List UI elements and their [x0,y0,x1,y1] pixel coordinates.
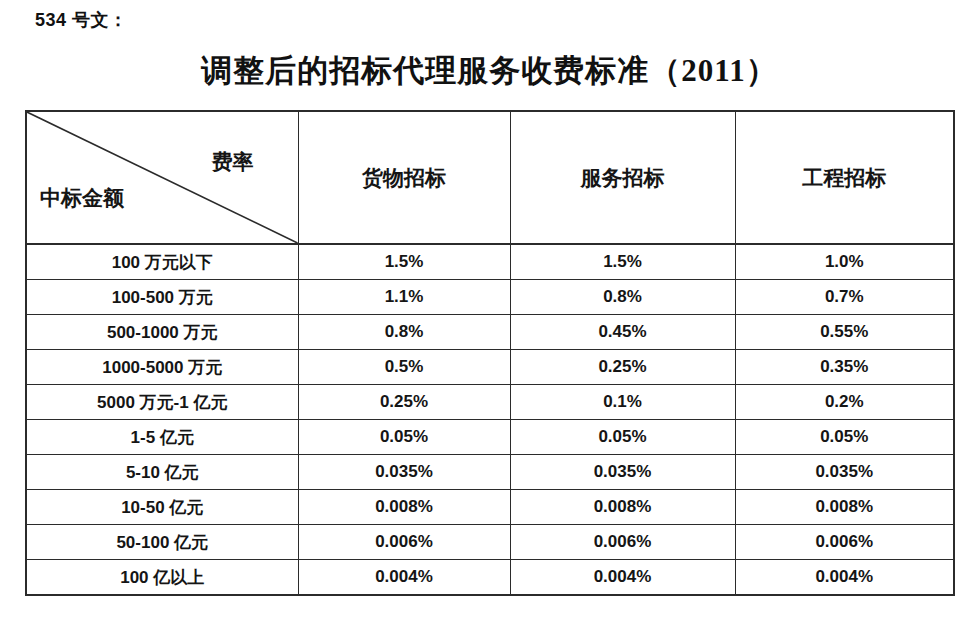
page-title: 调整后的招标代理服务收费标准（2011） [0,50,979,92]
cell-service-rate: 0.8% [510,280,735,315]
row-label-amount-range: 10-50 亿元 [26,490,298,525]
cell-service-rate: 0.004% [510,560,735,596]
cell-service-rate: 0.1% [510,385,735,420]
table-row: 500-1000 万元 0.8% 0.45% 0.55% [26,315,954,350]
cell-goods-rate: 0.006% [298,525,510,560]
cell-service-rate: 0.035% [510,455,735,490]
table-row: 1-5 亿元 0.05% 0.05% 0.05% [26,420,954,455]
table-row: 10-50 亿元 0.008% 0.008% 0.008% [26,490,954,525]
table-row: 50-100 亿元 0.006% 0.006% 0.006% [26,525,954,560]
cell-service-rate: 0.05% [510,420,735,455]
cell-engineering-rate: 1.0% [735,244,954,280]
cell-engineering-rate: 0.05% [735,420,954,455]
row-label-amount-range: 100 万元以下 [26,244,298,280]
row-label-amount-range: 50-100 亿元 [26,525,298,560]
cell-engineering-rate: 0.004% [735,560,954,596]
column-header-goods-bidding: 货物招标 [298,111,510,244]
table-row: 100-500 万元 1.1% 0.8% 0.7% [26,280,954,315]
cell-engineering-rate: 0.008% [735,490,954,525]
cell-goods-rate: 0.05% [298,420,510,455]
cell-engineering-rate: 0.035% [735,455,954,490]
row-label-amount-range: 100 亿以上 [26,560,298,596]
cell-goods-rate: 0.004% [298,560,510,596]
cell-engineering-rate: 0.7% [735,280,954,315]
cell-goods-rate: 0.25% [298,385,510,420]
table-row: 100 亿以上 0.004% 0.004% 0.004% [26,560,954,596]
fee-rate-table-grid: 费率 中标金额 货物招标 服务招标 工程招标 100 万元以下 1.5% 1.5… [25,110,955,596]
diagonal-divider-line [27,112,298,243]
table-header-row: 费率 中标金额 货物招标 服务招标 工程招标 [26,111,954,244]
cell-engineering-rate: 0.2% [735,385,954,420]
row-label-amount-range: 1-5 亿元 [26,420,298,455]
row-label-amount-range: 5000 万元-1 亿元 [26,385,298,420]
cell-goods-rate: 0.035% [298,455,510,490]
cell-engineering-rate: 0.006% [735,525,954,560]
column-header-engineering-bidding: 工程招标 [735,111,954,244]
cell-goods-rate: 1.1% [298,280,510,315]
cell-engineering-rate: 0.55% [735,315,954,350]
cell-service-rate: 0.006% [510,525,735,560]
corner-label-fee-rate: 费率 [212,148,254,176]
cell-service-rate: 0.008% [510,490,735,525]
cell-goods-rate: 0.5% [298,350,510,385]
row-label-amount-range: 500-1000 万元 [26,315,298,350]
table-row: 5000 万元-1 亿元 0.25% 0.1% 0.2% [26,385,954,420]
table-row: 1000-5000 万元 0.5% 0.25% 0.35% [26,350,954,385]
cell-service-rate: 0.45% [510,315,735,350]
document-number-label: 534 号文： [35,8,128,32]
cell-goods-rate: 0.8% [298,315,510,350]
table-row: 5-10 亿元 0.035% 0.035% 0.035% [26,455,954,490]
row-label-amount-range: 5-10 亿元 [26,455,298,490]
cell-goods-rate: 1.5% [298,244,510,280]
fee-rate-table: 费率 中标金额 货物招标 服务招标 工程招标 100 万元以下 1.5% 1.5… [25,110,953,596]
row-label-amount-range: 1000-5000 万元 [26,350,298,385]
cell-service-rate: 1.5% [510,244,735,280]
cell-service-rate: 0.25% [510,350,735,385]
cell-engineering-rate: 0.35% [735,350,954,385]
table-row: 100 万元以下 1.5% 1.5% 1.0% [26,244,954,280]
corner-label-bid-amount: 中标金额 [40,184,124,212]
column-header-service-bidding: 服务招标 [510,111,735,244]
cell-goods-rate: 0.008% [298,490,510,525]
row-label-amount-range: 100-500 万元 [26,280,298,315]
corner-header-cell: 费率 中标金额 [26,111,298,244]
